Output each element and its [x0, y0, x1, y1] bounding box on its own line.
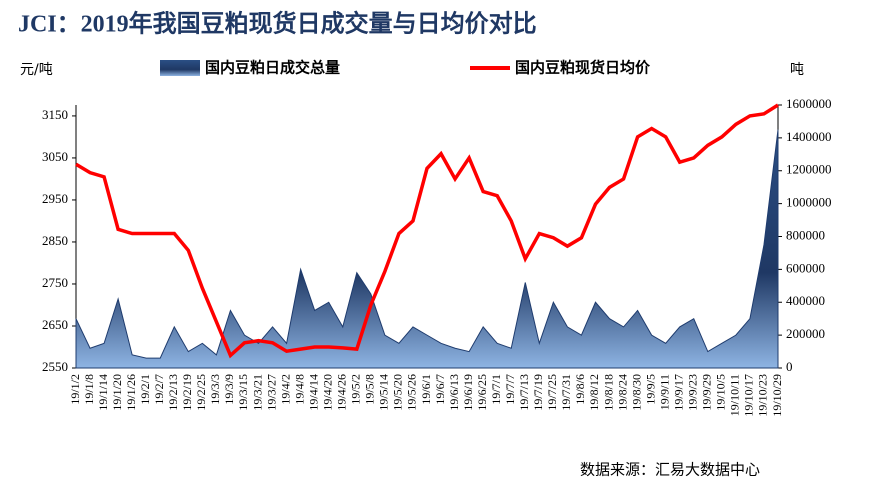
x-tick-label: 19/3/27: [264, 374, 278, 411]
x-tick-label: 19/10/17: [742, 374, 756, 417]
x-tick-label: 19/10/11: [728, 374, 742, 416]
chart-title: JCI：2019年我国豆粕现货日成交量与日均价对比: [18, 10, 537, 38]
y-tick-label: 2550: [42, 359, 68, 374]
x-tick-label: 19/2/13: [166, 374, 180, 411]
source-note: 数据来源：汇易大数据中心: [580, 461, 760, 479]
y2-tick-label: 1200000: [786, 162, 832, 177]
y2-tick-label: 200000: [786, 326, 825, 341]
x-tick-label: 19/10/5: [714, 374, 728, 411]
x-tick-label: 19/4/14: [306, 374, 320, 411]
x-tick-label: 19/8/18: [601, 374, 615, 411]
x-tick-label: 19/9/23: [686, 374, 700, 411]
y2-axis-label: 吨: [790, 62, 804, 78]
x-tick-label: 19/1/20: [110, 374, 124, 411]
x-tick-label: 19/2/25: [194, 374, 208, 411]
x-tick-label: 19/7/13: [517, 374, 531, 411]
x-tick-label: 19/8/24: [615, 374, 629, 411]
x-tick-label: 19/9/11: [657, 374, 671, 410]
legend-label: 国内豆粕现货日均价: [515, 59, 651, 77]
y2-tick-label: 1400000: [786, 129, 832, 144]
y2-tick-label: 800000: [786, 227, 825, 242]
y-tick-label: 3150: [42, 107, 68, 122]
x-tick-label: 19/4/20: [320, 374, 334, 411]
x-tick-label: 19/1/14: [96, 374, 110, 411]
x-tick-label: 19/4/26: [335, 374, 349, 411]
x-tick-label: 19/3/9: [222, 374, 236, 405]
x-tick-label: 19/2/19: [180, 374, 194, 411]
x-tick-label: 19/5/8: [363, 374, 377, 405]
volume-area: [75, 129, 779, 369]
x-tick-label: 19/4/8: [292, 374, 306, 405]
y2-tick-label: 400000: [786, 293, 825, 308]
y2-tick-label: 0: [786, 359, 793, 374]
legend-label: 国内豆粕日成交总量: [205, 59, 340, 77]
x-tick-label: 19/9/17: [671, 374, 685, 411]
y-axis-label: 元/吨: [20, 62, 53, 78]
x-tick-label: 19/1/2: [68, 374, 82, 405]
price-line: [75, 103, 779, 359]
x-tick-label: 19/7/25: [545, 374, 559, 411]
x-tick-label: 19/7/1: [489, 374, 503, 405]
x-tick-label: 19/3/15: [236, 374, 250, 411]
x-tick-label: 19/1/26: [124, 374, 138, 411]
y-tick-label: 3050: [42, 149, 68, 164]
x-tick-label: 19/5/20: [391, 374, 405, 411]
x-tick-label: 19/8/30: [629, 374, 643, 411]
x-tick-label: 19/6/1: [419, 374, 433, 405]
x-tick-label: 19/6/7: [433, 374, 447, 405]
x-tick-label: 19/6/13: [447, 374, 461, 411]
x-tick-label: 19/7/19: [531, 374, 545, 411]
x-tick-label: 19/5/14: [377, 374, 391, 411]
x-tick-label: 19/3/21: [250, 374, 264, 411]
x-tick-label: 19/9/29: [700, 374, 714, 411]
x-tick-label: 19/5/2: [349, 374, 363, 405]
x-tick-label: 19/10/29: [770, 374, 784, 417]
x-tick-label: 19/7/7: [503, 374, 517, 405]
x-tick-label: 19/6/19: [461, 374, 475, 411]
y2-tick-label: 1600000: [786, 96, 832, 111]
x-tick-label: 19/8/6: [573, 374, 587, 405]
y-tick-label: 2850: [42, 233, 68, 248]
x-tick-label: 19/8/12: [587, 374, 601, 411]
x-tick-label: 19/1/8: [82, 374, 96, 405]
x-tick-label: 19/10/23: [756, 374, 770, 417]
y2-tick-label: 1000000: [786, 195, 832, 210]
x-tick-label: 19/2/1: [138, 374, 152, 405]
x-tick-label: 19/5/26: [405, 374, 419, 411]
x-tick-label: 19/9/5: [643, 374, 657, 405]
y-tick-label: 2950: [42, 191, 68, 206]
y2-tick-label: 600000: [786, 260, 825, 275]
y-tick-label: 2650: [42, 317, 68, 332]
x-tick-label: 19/2/7: [152, 374, 166, 405]
x-tick-label: 19/7/31: [559, 374, 573, 411]
x-tick-label: 19/4/2: [278, 374, 292, 405]
x-tick-label: 19/6/25: [475, 374, 489, 411]
legend-swatch: [160, 60, 200, 76]
x-tick-label: 19/3/3: [208, 374, 222, 405]
y-tick-label: 2750: [42, 275, 68, 290]
